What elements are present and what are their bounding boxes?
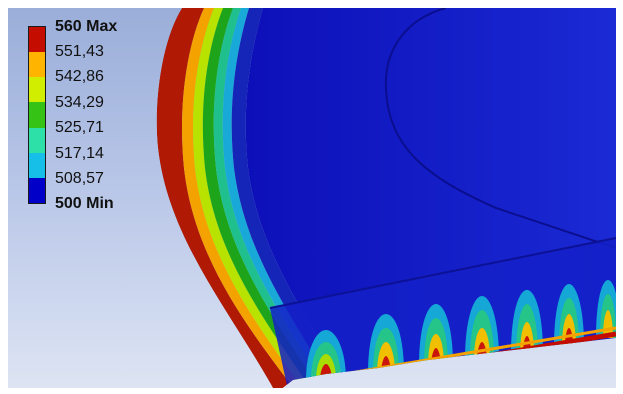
legend-min-label: 500 Min: [55, 195, 114, 212]
legend-label-2: 551,43: [55, 43, 104, 60]
outer-rim-green: [202, 8, 321, 388]
legend-label-6: 517,14: [55, 145, 104, 162]
legend-swatch-7: [29, 177, 45, 203]
legend-labels: 560 Max 551,43 542,86 534,29 525,71 517,…: [55, 19, 145, 219]
slot-lobes: [306, 280, 616, 380]
outer-rim-orange: [182, 8, 304, 388]
bore-edge: [384, 8, 616, 249]
legend-swatch-4: [29, 102, 45, 128]
legend-label-4: 534,29: [55, 94, 104, 111]
legend-swatch-6: [29, 152, 45, 178]
legend-color-bar: [28, 26, 46, 204]
outer-rim-red: [156, 8, 295, 388]
legend-swatch-1: [29, 27, 45, 53]
legend-label-3: 542,86: [55, 68, 104, 85]
legend-swatch-2: [29, 52, 45, 78]
fea-model[interactable]: [8, 8, 616, 388]
legend-swatch-3: [29, 77, 45, 103]
legend-swatch-5: [29, 127, 45, 153]
legend-label-5: 525,71: [55, 119, 104, 136]
outer-rim-cyan: [222, 8, 336, 388]
outer-rim-yellow: [193, 8, 312, 388]
outer-rim-teal: [213, 8, 328, 388]
legend-max-label: 560 Max: [55, 18, 118, 35]
3d-viewport[interactable]: 560 Max 551,43 542,86 534,29 525,71 517,…: [8, 8, 616, 388]
legend-label-7: 508,57: [55, 170, 104, 187]
color-legend: 560 Max 551,43 542,86 534,29 525,71 517,…: [28, 19, 148, 214]
